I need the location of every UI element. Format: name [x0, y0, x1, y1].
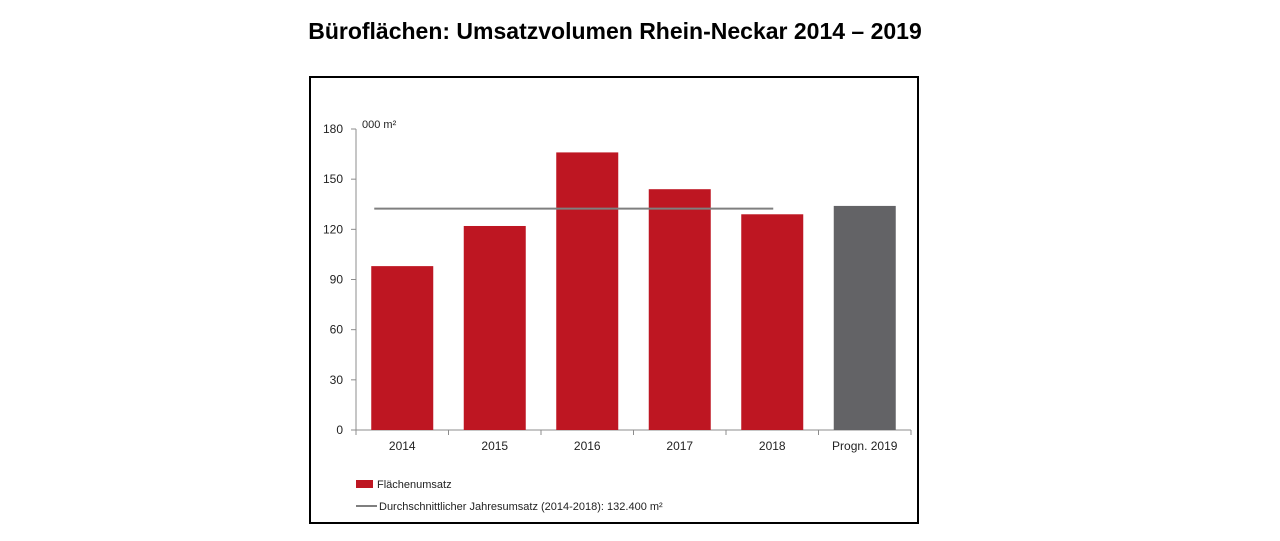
x-tick-label: Progn. 2019 [832, 439, 898, 453]
legend-label-bars: Flächenumsatz [377, 479, 452, 491]
y-tick-label: 90 [330, 273, 344, 287]
chart-frame: 0 30 60 90 120 150 180 000 m² 2014 2015 2016 2017 20… [309, 76, 919, 524]
x-tick-label: 2017 [666, 439, 693, 453]
bar [741, 214, 804, 430]
y-tick-label: 180 [323, 122, 343, 136]
y-tick-label: 30 [330, 373, 344, 387]
x-tick-label: 2016 [574, 439, 601, 453]
legend-label-line: Durchschnittlicher Jahresumsatz (2014-20… [379, 501, 663, 513]
legend-swatch-bars [356, 480, 373, 488]
x-tick-label: 2015 [481, 439, 508, 453]
y-tick-label: 150 [323, 172, 343, 186]
x-tick-label: 2014 [389, 439, 416, 453]
x-tick-label: 2018 [759, 439, 786, 453]
bar [648, 189, 711, 430]
y-tick-label: 120 [323, 222, 343, 236]
y-unit-label: 000 m² [362, 119, 397, 131]
bar-chart: 0 30 60 90 120 150 180 000 m² 2014 2015 2016 2017 20… [323, 119, 912, 513]
bar [556, 152, 619, 430]
bar-forecast [833, 205, 896, 430]
bar [463, 225, 526, 430]
y-tick-label: 60 [330, 323, 344, 337]
page-title: Büroflächen: Umsatzvolumen Rhein-Neckar … [308, 18, 922, 44]
y-tick-label: 0 [336, 423, 343, 437]
bar [371, 266, 434, 430]
